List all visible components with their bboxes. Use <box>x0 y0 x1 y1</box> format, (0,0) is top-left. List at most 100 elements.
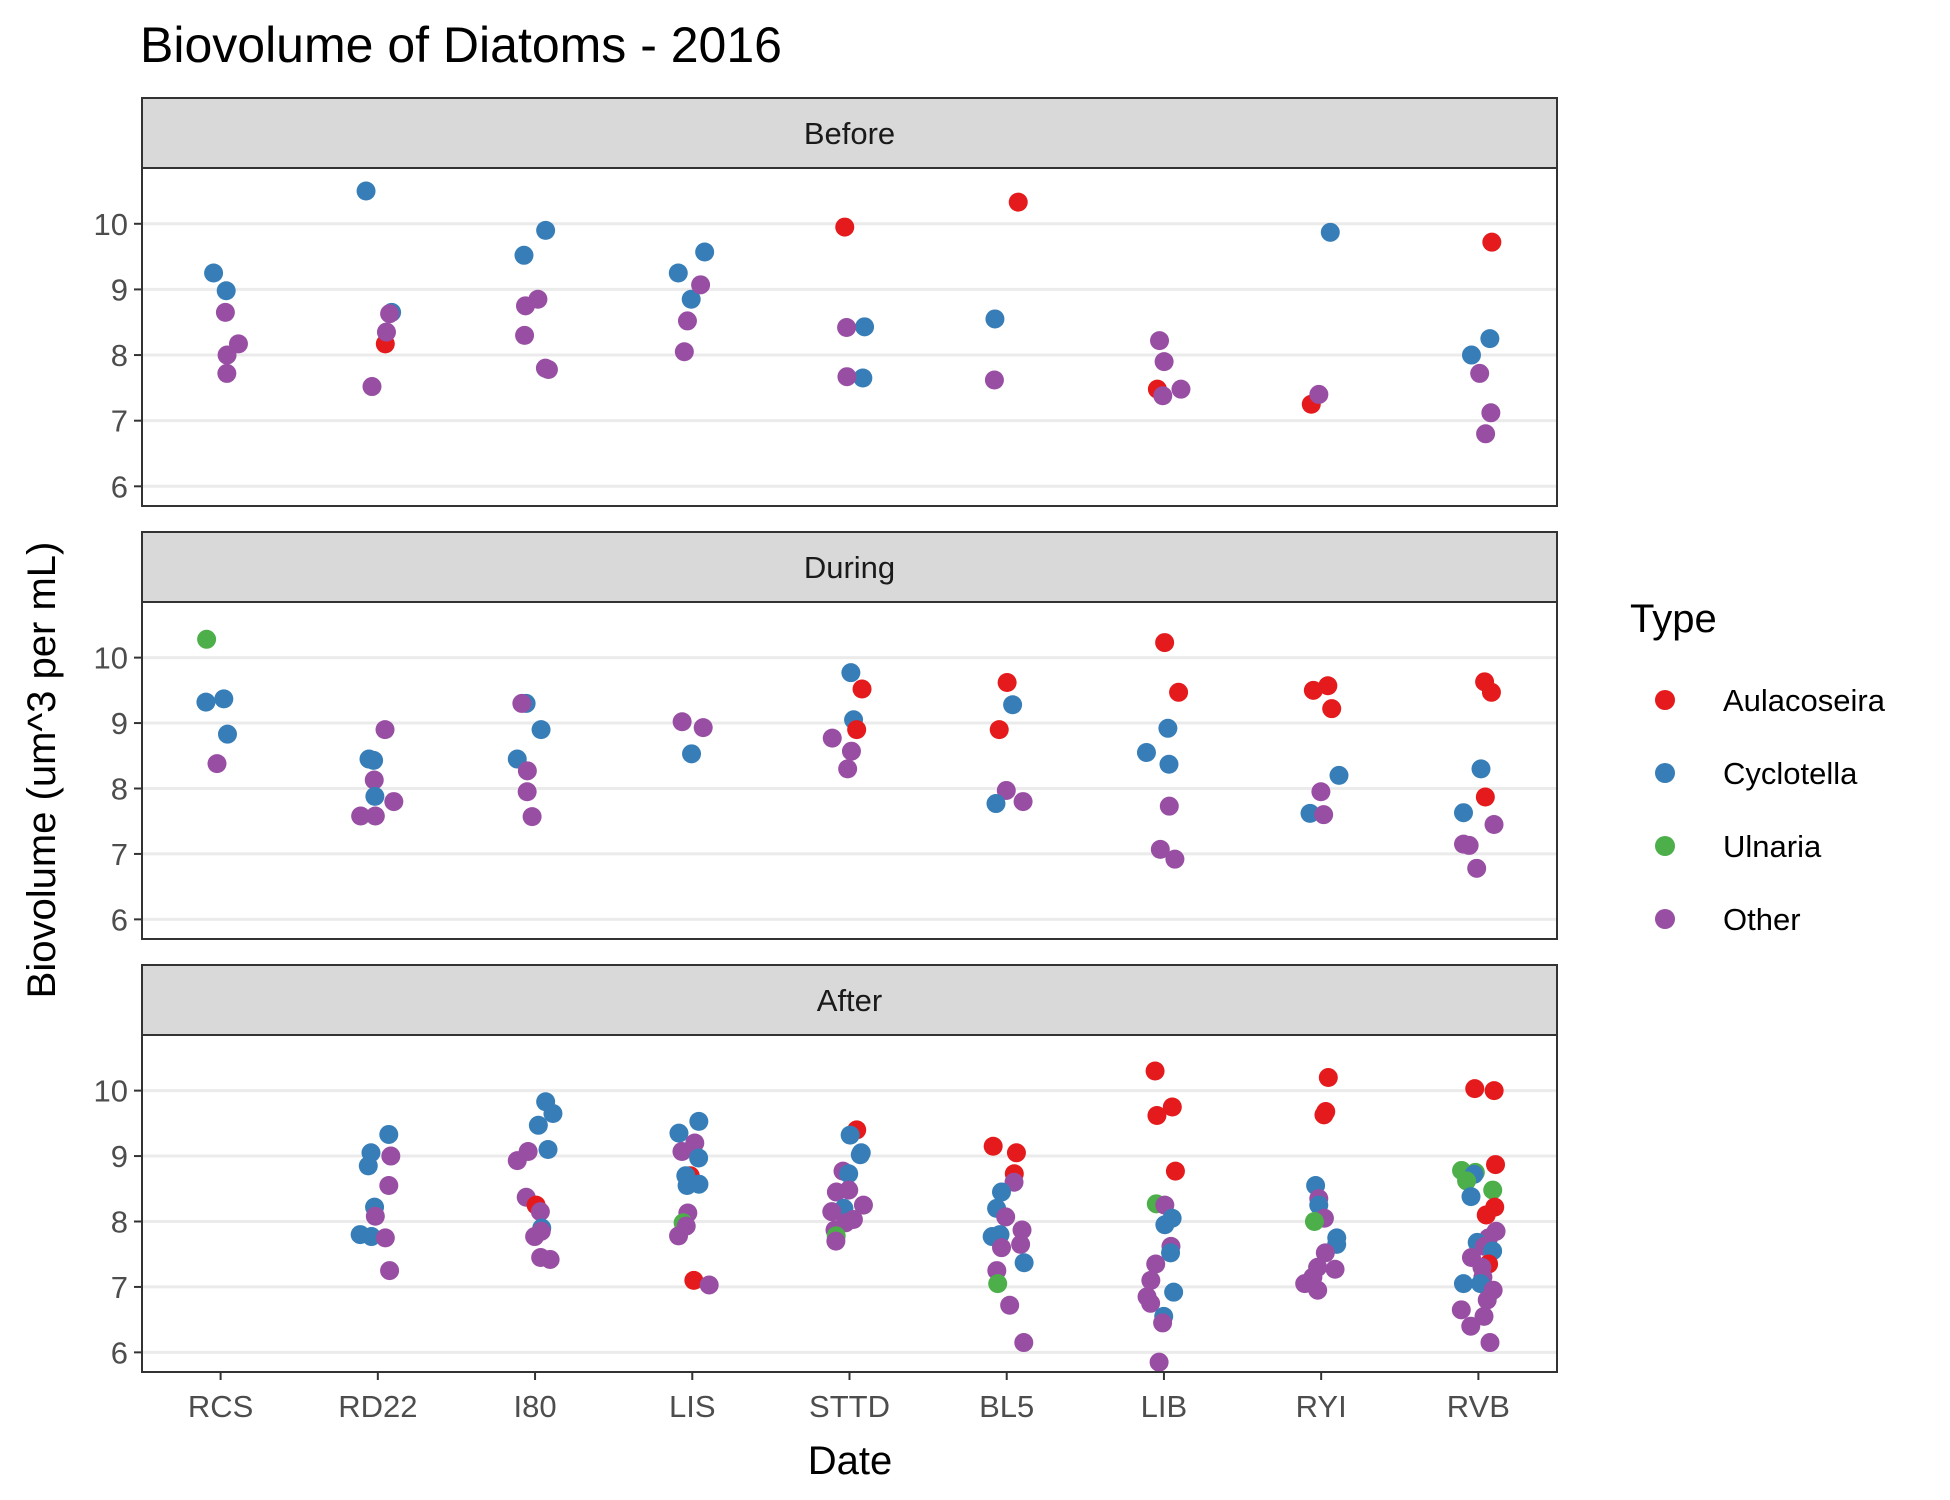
data-point-aulacoseira <box>1169 682 1189 702</box>
y-tick-label: 7 <box>111 1270 128 1305</box>
data-point-other <box>669 1226 689 1246</box>
data-point-other <box>1153 1313 1173 1333</box>
data-point-other <box>1480 1333 1500 1353</box>
data-point-aulacoseira <box>1162 1097 1182 1117</box>
data-point-aulacoseira <box>1322 699 1342 719</box>
facet-strip-before <box>141 97 1558 169</box>
legend-key-aulacoseira <box>1655 690 1675 710</box>
data-point-other <box>691 275 711 295</box>
data-point-ulnaria <box>988 1274 1008 1294</box>
data-point-cyclotella <box>840 1125 860 1145</box>
data-point-other <box>699 1275 719 1295</box>
data-point-other <box>215 302 235 322</box>
data-point-aulacoseira <box>1481 682 1501 702</box>
x-axis: RCS RD22 I80 LIS STTD BL5 LIB RYI RVB <box>188 1372 1510 1424</box>
facet-panel-after: After 6 7 8 9 10 <box>94 964 1558 1373</box>
data-point-aulacoseira <box>1482 232 1502 252</box>
data-point-other <box>1451 1300 1471 1320</box>
data-point-cyclotella <box>514 245 534 265</box>
data-point-other <box>362 377 382 397</box>
data-point-other <box>1150 331 1170 351</box>
data-point-other <box>1459 835 1479 855</box>
data-point-other <box>375 720 395 740</box>
data-point-other <box>677 311 697 331</box>
data-point-other <box>826 1231 846 1251</box>
data-point-other <box>1477 1290 1497 1310</box>
data-point-aulacoseira <box>852 679 872 699</box>
legend-label-cyclotella: Cyclotella <box>1723 756 1858 791</box>
data-point-other <box>826 1182 846 1202</box>
data-point-other <box>515 296 535 316</box>
data-point-cyclotella <box>1014 1253 1034 1273</box>
data-point-aulacoseira <box>1006 1143 1026 1163</box>
data-point-cyclotella <box>669 1123 689 1143</box>
x-tick-label: RCS <box>188 1389 253 1424</box>
data-point-aulacoseira <box>997 672 1017 692</box>
data-point-aulacoseira <box>1147 1105 1167 1125</box>
data-point-cyclotella <box>216 281 236 301</box>
data-point-cyclotella <box>204 263 224 283</box>
data-point-other <box>540 1249 560 1269</box>
data-point-other <box>1149 1352 1169 1372</box>
panel-border <box>141 601 1558 940</box>
data-point-other <box>538 359 558 379</box>
data-point-other <box>1146 1254 1166 1274</box>
data-point-other <box>217 345 237 365</box>
legend-key-other <box>1655 909 1675 929</box>
data-point-aulacoseira <box>983 1136 1003 1156</box>
data-point-cyclotella <box>361 1227 381 1247</box>
y-tick-label: 10 <box>94 1074 128 1109</box>
panels-layer: Before 6 7 8 9 10 During 6 7 8 9 10 After 6 7 8 9 10 <box>94 97 1558 1373</box>
data-point-other <box>512 693 532 713</box>
panel-border <box>141 167 1558 507</box>
data-point-other <box>672 712 692 732</box>
data-point-cyclotella <box>528 1115 548 1135</box>
data-point-other <box>672 1141 692 1161</box>
y-tick-label: 7 <box>111 404 128 439</box>
data-point-other <box>525 1227 545 1247</box>
data-point-cyclotella <box>365 786 385 806</box>
data-point-cyclotella <box>1480 329 1500 349</box>
legend-label-other: Other <box>1723 902 1801 937</box>
data-point-other <box>837 317 857 337</box>
data-point-cyclotella <box>196 692 216 712</box>
data-point-cyclotella <box>1159 754 1179 774</box>
y-tick-label: 6 <box>111 1335 128 1370</box>
y-tick-label: 8 <box>111 338 128 373</box>
data-point-cyclotella <box>985 309 1005 329</box>
data-point-cyclotella <box>538 1140 558 1160</box>
data-point-other <box>1012 1220 1032 1240</box>
data-point-other <box>1013 792 1033 812</box>
x-tick-label: RVB <box>1447 1389 1510 1424</box>
legend-key-cyclotella <box>1655 763 1675 783</box>
facet-strip-label: After <box>817 983 882 1018</box>
data-point-aulacoseira <box>835 217 855 237</box>
x-tick-label: I80 <box>514 1389 557 1424</box>
data-point-other <box>1165 849 1185 869</box>
data-point-cyclotella <box>839 1164 859 1184</box>
data-point-aulacoseira <box>1484 1081 1504 1101</box>
data-point-other <box>1141 1270 1161 1290</box>
data-point-other <box>992 1238 1012 1258</box>
data-point-cyclotella <box>855 317 875 337</box>
data-point-ulnaria <box>1457 1171 1477 1191</box>
x-tick-label: LIS <box>669 1389 716 1424</box>
data-point-other <box>1474 1306 1494 1326</box>
legend-label-ulnaria: Ulnaria <box>1723 829 1822 864</box>
legend-key-ulnaria <box>1655 836 1675 856</box>
data-point-aulacoseira <box>1475 787 1495 807</box>
data-point-other <box>822 728 842 748</box>
facet-panel-during: During 6 7 8 9 10 <box>94 531 1558 940</box>
data-point-other <box>384 792 404 812</box>
points-during <box>196 629 1504 878</box>
data-point-other <box>674 342 694 362</box>
data-point-aulacoseira <box>1314 1105 1334 1125</box>
data-point-cyclotella <box>850 1145 870 1165</box>
data-point-other <box>1484 814 1504 834</box>
data-point-other <box>351 806 371 826</box>
data-point-cyclotella <box>682 744 702 764</box>
data-point-cyclotella <box>668 263 688 283</box>
data-point-ulnaria <box>1304 1211 1324 1231</box>
data-point-cyclotella <box>1136 743 1156 763</box>
